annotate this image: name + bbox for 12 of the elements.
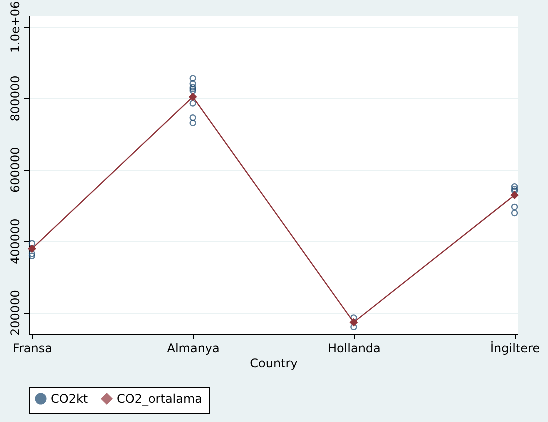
y-tick-label: 1.0e+06 [8, 1, 22, 54]
x-tick-label: Almanya [167, 342, 220, 356]
y-tick-label: 800000 [8, 76, 22, 122]
x-tick-label: Fransa [12, 342, 52, 356]
legend-label: CO2kt [51, 392, 88, 406]
y-tick-label: 200000 [8, 290, 22, 336]
legend-label: CO2_ortalama [117, 392, 203, 406]
y-tick-label: 600000 [8, 147, 22, 194]
x-axis-title: Country [250, 356, 298, 370]
x-tick-label: İngiltere [490, 342, 540, 356]
x-tick-label: Hollanda [328, 342, 381, 356]
y-tick-label: 400000 [8, 218, 22, 265]
